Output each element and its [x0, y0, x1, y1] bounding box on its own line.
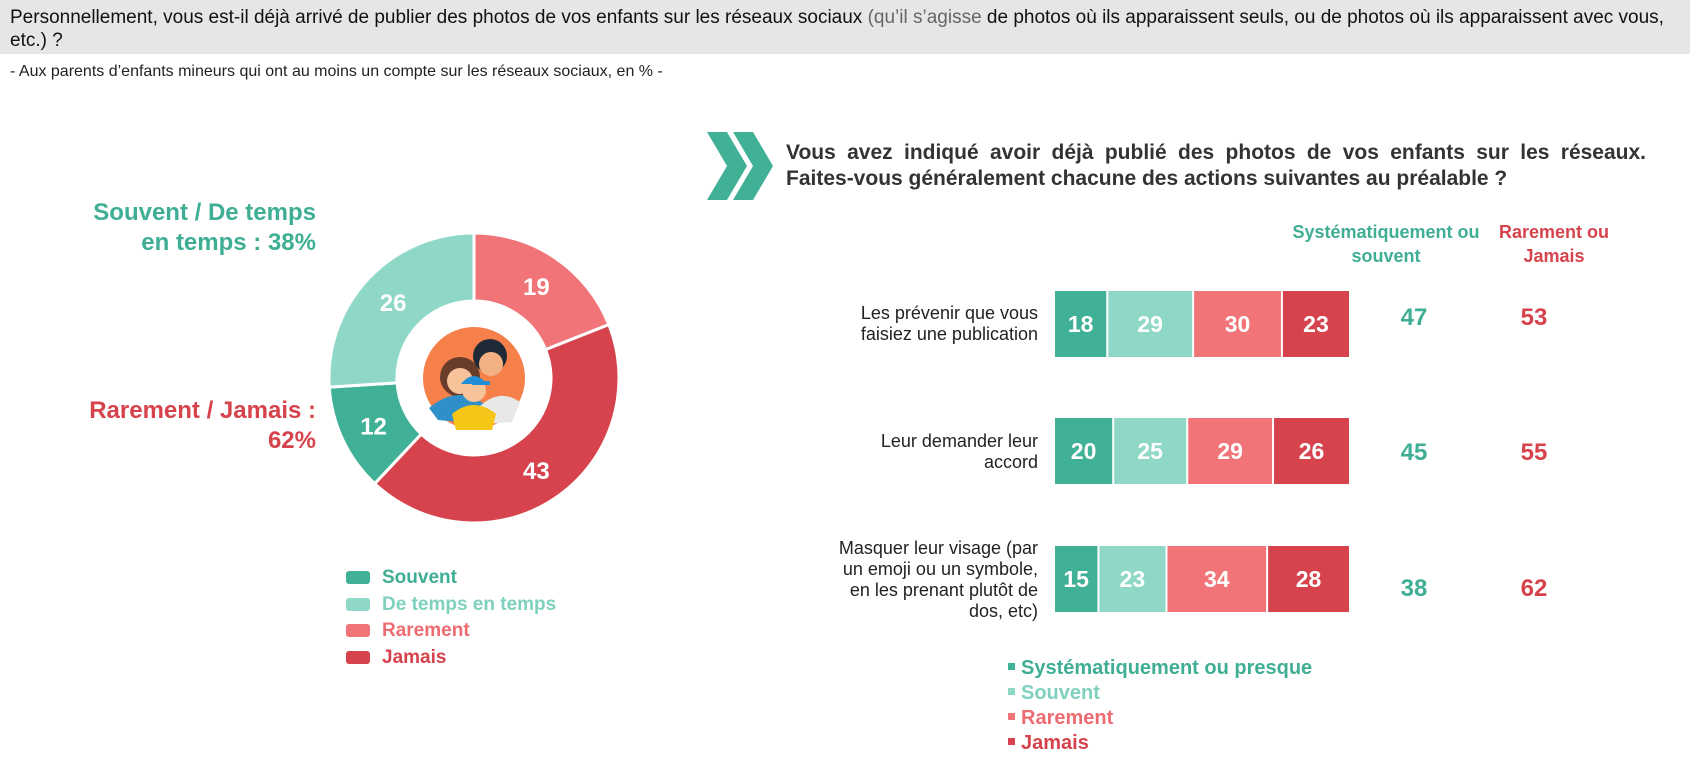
legend-swatch: [1008, 713, 1015, 720]
legend-label: Rarement: [382, 620, 470, 641]
bar-segment-systematiquement: [1055, 418, 1113, 484]
legend-swatch: [346, 598, 370, 611]
row-label: Masquer leur visage (par un emoji ou un …: [838, 538, 1038, 621]
question-muted: (qu’il s’agisse: [867, 7, 982, 28]
bar-segment-rarement: [1188, 418, 1273, 484]
column-header-negative: Rarement ou Jamais: [1498, 222, 1610, 266]
legend-item-jamais: Jamais: [346, 647, 446, 669]
donut-summary-negative: Rarement / Jamais : 62%: [89, 397, 316, 454]
donut-slice-label: 43: [523, 458, 550, 485]
column-header-positive: Systématiquement ou souvent: [1292, 222, 1480, 266]
legend-label: Jamais: [1021, 732, 1089, 754]
legend-swatch: [346, 624, 370, 637]
bar-segment-label: 26: [1299, 438, 1325, 464]
question-text: Personnellement, vous est-il déjà arrivé…: [10, 6, 1680, 52]
bar-segment-label: 30: [1225, 311, 1251, 337]
legend-label: Souvent: [1021, 682, 1100, 704]
legend-swatch: [1008, 688, 1015, 695]
legend-swatch: [346, 651, 370, 664]
donut-slice-label: 26: [380, 290, 407, 317]
bar-segment-label: 28: [1296, 566, 1322, 592]
bar-segment-label: 29: [1137, 311, 1163, 337]
question-part2: de photos où ils apparaissent seuls, ou …: [10, 7, 1664, 51]
donut-slice-label: 19: [523, 274, 550, 301]
summary-value: 38: [1400, 575, 1428, 602]
bar-segment-label: 25: [1137, 438, 1163, 464]
bar-segment-label: 23: [1120, 566, 1146, 592]
bar-segment-jamais: [1274, 418, 1349, 484]
question-part1: Personnellement, vous est-il déjà arrivé…: [10, 7, 868, 28]
legend-label: Souvent: [382, 567, 457, 588]
chevron-icon: [707, 132, 773, 200]
bar-segment-souvent: [1114, 418, 1187, 484]
bar-segment-jamais: [1268, 546, 1349, 612]
legend-item-souvent: Souvent: [1008, 681, 1100, 705]
legend-item-systematiquement: Systématiquement ou presque: [1008, 656, 1312, 680]
legend-label: De temps en temps: [382, 594, 557, 615]
donut-slice-rarement: [472, 231, 611, 352]
legend-label: Rarement: [1021, 707, 1114, 729]
bar-segment-systematiquement: [1055, 291, 1107, 357]
legend-item-rarement: Rarement: [1008, 706, 1113, 730]
bar-segment-rarement: [1194, 291, 1281, 357]
legend-swatch: [346, 571, 370, 584]
summary-value: 53: [1520, 304, 1548, 331]
summary-value: 47: [1400, 304, 1428, 331]
legend-label: Jamais: [382, 647, 447, 668]
bar-segment-jamais: [1282, 291, 1349, 357]
legend-item-rarement: Rarement: [346, 620, 470, 642]
question-band: [0, 0, 1690, 54]
legend-item-jamais: Jamais: [1008, 731, 1089, 755]
legend-swatch: [1008, 738, 1015, 745]
bar-segment-systematiquement: [1055, 546, 1098, 612]
donut-summary-positive: Souvent / De temps en temps : 38%: [93, 199, 316, 256]
bar-segment-rarement: [1167, 546, 1267, 612]
bar-segment-souvent: [1099, 546, 1166, 612]
subtitle: - Aux parents d’enfants mineurs qui ont …: [10, 63, 663, 80]
summary-value: 45: [1400, 439, 1428, 466]
legend-item-souvent: Souvent: [346, 567, 457, 589]
row-label: Leur demander leur accord: [880, 431, 1038, 472]
legend-item-de-temps-en-temps: De temps en temps: [346, 594, 556, 616]
row-label: Les prévenir que vous faisiez une public…: [860, 303, 1038, 344]
sub-question: Vous avez indiqué avoir déjà publié des …: [786, 141, 1646, 190]
donut-chart: 12 26 19 43: [327, 231, 621, 525]
donut-slice-jamais: [372, 322, 621, 525]
donut-slice-label: 12: [360, 413, 387, 440]
bar-segment-label: 34: [1204, 566, 1230, 592]
family-photo-icon: [423, 327, 525, 430]
bar-segment-souvent: [1108, 291, 1193, 357]
bar-segment-label: 15: [1063, 566, 1089, 592]
legend-swatch: [1008, 663, 1015, 670]
bar-segment-label: 18: [1068, 311, 1094, 337]
donut-slice-de-temps-en-temps: [327, 231, 476, 389]
summary-value: 55: [1520, 439, 1548, 466]
bar-segment-label: 29: [1217, 438, 1243, 464]
summary-value: 62: [1520, 575, 1548, 602]
legend-label: Systématiquement ou presque: [1021, 657, 1313, 679]
bar-segment-label: 20: [1071, 438, 1097, 464]
bar-segment-label: 23: [1303, 311, 1329, 337]
